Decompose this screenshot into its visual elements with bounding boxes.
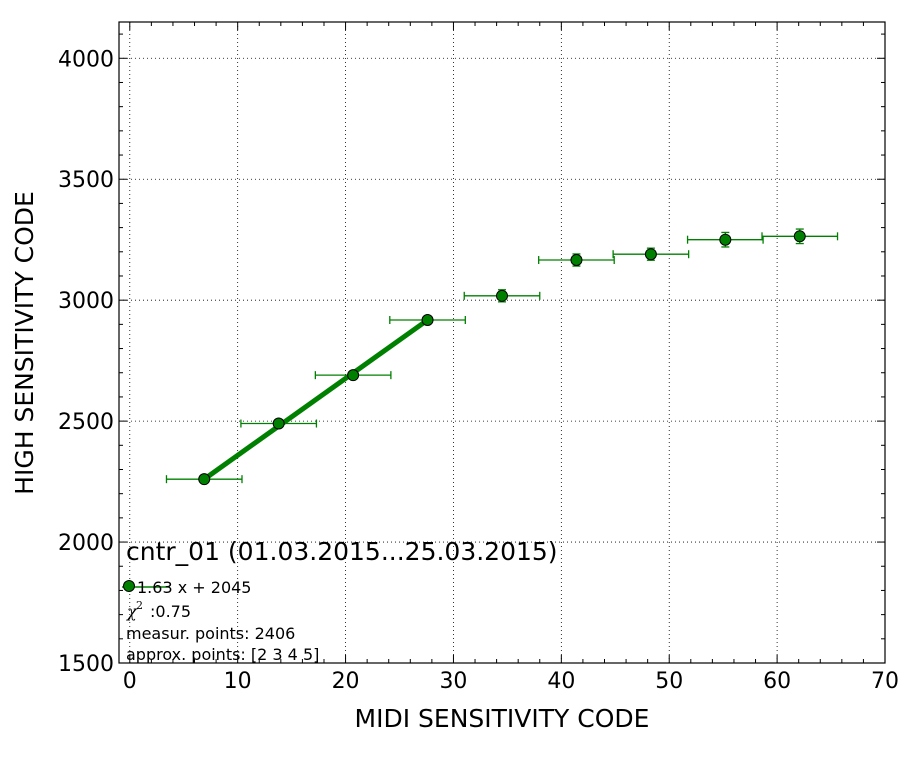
data-point <box>793 230 806 243</box>
minor-ticks <box>119 22 885 663</box>
chi-value: :0.75 <box>150 602 191 621</box>
data-point <box>272 417 285 430</box>
y-axis-label: HIGH SENSITIVITY CODE <box>10 191 39 495</box>
data-point <box>496 289 508 302</box>
y-tick-label: 4000 <box>58 47 114 72</box>
data-point <box>570 254 583 267</box>
y-tick-label: 3500 <box>58 168 114 193</box>
fit-line-group <box>202 317 430 482</box>
x-tick-label: 40 <box>547 669 575 694</box>
plot-title: cntr_01 (01.03.2015...25.03.2015) <box>126 537 558 566</box>
data-point <box>347 369 360 382</box>
chi-square-annotation: χ 2 :0.75 <box>126 599 191 621</box>
chi-sup: 2 <box>136 599 143 612</box>
x-axis-label: MIDI SENSITIVITY CODE <box>355 704 650 733</box>
y-tick-labels: 1500 2000 2500 3000 3500 4000 <box>58 47 114 677</box>
y-tick-label: 1500 <box>58 652 114 677</box>
measur-points: measur. points: 2406 <box>126 624 295 643</box>
approx-points: approx. points: [2 3 4 5] <box>126 645 319 664</box>
x-tick-label: 50 <box>655 669 683 694</box>
y-tick-label: 2500 <box>58 410 114 435</box>
x-tick-labels: 0 10 20 30 40 50 60 70 <box>123 669 899 694</box>
legend-marker <box>123 580 135 592</box>
x-tick-label: 60 <box>763 669 791 694</box>
data-point <box>719 233 732 246</box>
y-tick-label: 2000 <box>58 531 114 556</box>
plot-frame <box>118 21 886 664</box>
legend-label: 1.63 x + 2045 <box>137 578 251 597</box>
plot-area <box>119 22 885 663</box>
fit-line <box>202 317 430 482</box>
x-tick-label: 20 <box>332 669 360 694</box>
legend: 1.63 x + 2045 <box>122 578 251 597</box>
data-point <box>644 248 657 261</box>
data-points <box>198 230 806 486</box>
x-tick-label: 10 <box>224 669 252 694</box>
data-point <box>198 473 211 486</box>
x-tick-label: 30 <box>439 669 467 694</box>
data-point <box>421 314 434 327</box>
chi-symbol: χ <box>126 602 138 621</box>
x-tick-label: 70 <box>871 669 899 694</box>
y-tick-label: 3000 <box>58 289 114 314</box>
x-tick-label: 0 <box>123 669 137 694</box>
